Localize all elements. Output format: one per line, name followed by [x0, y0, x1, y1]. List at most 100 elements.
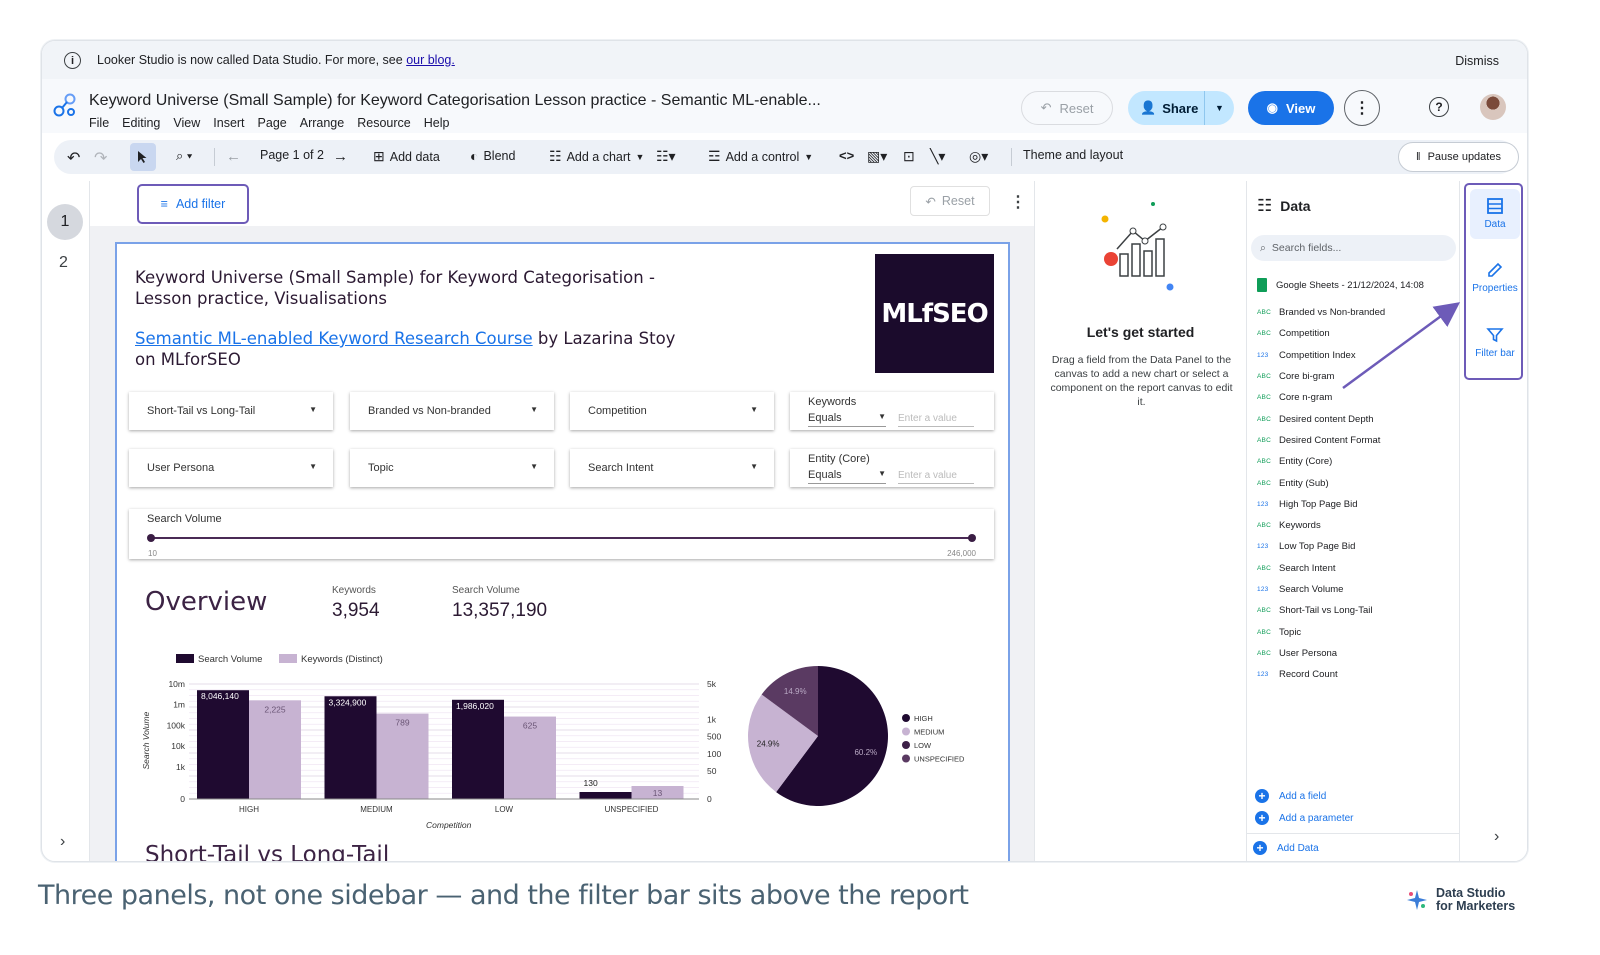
- value-input[interactable]: Enter a value: [898, 413, 974, 427]
- field-item[interactable]: ABC Short-Tail vs Long-Tail: [1257, 600, 1385, 621]
- field-item[interactable]: 123 Record Count: [1257, 664, 1385, 685]
- blend-button[interactable]: ◐ Blend: [470, 148, 515, 164]
- field-item[interactable]: 123 Competition Index: [1257, 345, 1385, 366]
- pause-updates-button[interactable]: ‖ Pause updates: [1398, 142, 1519, 172]
- rail-properties-tab[interactable]: Properties: [1468, 261, 1522, 294]
- redo-icon[interactable]: ↷: [94, 150, 108, 167]
- field-item[interactable]: ABC Entity (Core): [1257, 451, 1385, 472]
- field-item[interactable]: ABC Core n-gram: [1257, 387, 1385, 408]
- image-icon[interactable]: ▧▾: [867, 148, 888, 164]
- value-input[interactable]: Enter a value: [898, 470, 974, 484]
- next-page-icon[interactable]: →: [333, 148, 348, 165]
- field-item[interactable]: ABC User Persona: [1257, 643, 1385, 664]
- field-item[interactable]: ABC Keywords: [1257, 515, 1385, 536]
- add-chart-button[interactable]: ☷ Add a chart ▼: [549, 148, 644, 165]
- more-options-icon[interactable]: ⋮: [1344, 90, 1380, 126]
- rail-data-tab[interactable]: Data: [1468, 189, 1522, 239]
- add-data-button[interactable]: ⊞ Add data: [373, 148, 440, 165]
- chevron-right-icon[interactable]: ›: [1494, 828, 1500, 845]
- search-volume-slider[interactable]: Search Volume 10 246,000: [129, 509, 994, 559]
- dropdown-control[interactable]: User Persona ▼: [129, 449, 333, 487]
- filter-reset-button[interactable]: ↶ Reset: [910, 186, 990, 216]
- scorecard-value: 3,954: [332, 600, 380, 621]
- competition-pie-chart[interactable]: 60.2% 24.9% 14.9% HIGH MEDIUM LOW UNSPECIFIED: [742, 664, 982, 814]
- field-item[interactable]: 123 High Top Page Bid: [1257, 494, 1385, 515]
- entity-input-control[interactable]: Entity (Core) Equals ▼ Enter a value: [790, 449, 994, 487]
- caret-down-icon: ▼: [878, 412, 886, 421]
- search-fields-input[interactable]: ⌕ Search fields...: [1251, 235, 1456, 261]
- field-item[interactable]: ABC Branded vs Non-branded: [1257, 302, 1385, 323]
- menu-arrange[interactable]: Arrange: [299, 116, 345, 130]
- page-indicator[interactable]: Page 1 of 2: [260, 148, 324, 162]
- add-filter-button[interactable]: ≡ Add filter: [137, 184, 249, 224]
- shape-icon[interactable]: ◎▾: [969, 148, 989, 164]
- more-options-icon[interactable]: ⋮: [1010, 194, 1026, 211]
- field-item[interactable]: ABC Topic: [1257, 621, 1385, 642]
- slider-min-handle[interactable]: [147, 534, 155, 542]
- control-icon: ☲: [708, 148, 721, 164]
- field-item[interactable]: 123 Search Volume: [1257, 579, 1385, 600]
- menu-insert[interactable]: Insert: [213, 116, 245, 130]
- avatar[interactable]: [1480, 94, 1506, 120]
- add-parameter-link[interactable]: + Add a parameter: [1255, 811, 1354, 825]
- zoom-icon[interactable]: ⌕ ▾: [176, 148, 193, 163]
- chevron-right-icon[interactable]: ›: [60, 833, 66, 850]
- dropdown-control[interactable]: Short-Tail vs Long-Tail ▼: [129, 392, 333, 430]
- dropdown-control[interactable]: Branded vs Non-branded ▼: [350, 392, 554, 430]
- menu-help[interactable]: Help: [423, 116, 450, 130]
- embed-code-icon[interactable]: <>: [839, 148, 855, 163]
- dismiss-button[interactable]: Dismiss: [1455, 54, 1499, 68]
- add-control-button[interactable]: ☲ Add a control ▼: [708, 148, 813, 165]
- text-box-icon[interactable]: ⊡: [903, 148, 915, 164]
- field-item[interactable]: 123 Low Top Page Bid: [1257, 536, 1385, 557]
- competition-bar-chart[interactable]: Search Volume Keywords (Distinct) 10m 1m 100…: [129, 649, 729, 834]
- menu-editing[interactable]: Editing: [122, 116, 161, 130]
- keywords-input-control[interactable]: Keywords Equals ▼ Enter a value: [790, 392, 994, 430]
- operator-select[interactable]: Equals ▼: [808, 412, 886, 427]
- menu-resource[interactable]: Resource: [357, 116, 411, 130]
- page-1-tab[interactable]: 1: [47, 204, 83, 240]
- brand-logo: Data Studio for Marketers: [1406, 887, 1515, 913]
- field-item[interactable]: ABC Entity (Sub): [1257, 472, 1385, 493]
- field-list: ABC Branded vs Non-branded ABC Competition 1…: [1257, 302, 1385, 685]
- theme-layout-button[interactable]: Theme and layout: [1023, 148, 1124, 162]
- menu-view[interactable]: View: [173, 116, 201, 130]
- dropdown-control[interactable]: Topic ▼: [350, 449, 554, 487]
- reset-button[interactable]: ↶ Reset: [1021, 91, 1113, 125]
- field-item[interactable]: ABC Desired content Depth: [1257, 408, 1385, 429]
- add-field-link[interactable]: + Add a field: [1255, 789, 1326, 803]
- share-button[interactable]: 👤 Share ▼: [1128, 91, 1234, 125]
- field-item[interactable]: ABC Competition: [1257, 323, 1385, 344]
- line-icon[interactable]: ╲▾: [930, 148, 946, 164]
- add-data-link[interactable]: + Add Data: [1253, 841, 1319, 855]
- view-button[interactable]: ◉ View: [1248, 91, 1334, 125]
- field-item[interactable]: ABC Core bi-gram: [1257, 366, 1385, 387]
- operator-select[interactable]: Equals ▼: [808, 469, 886, 484]
- share-dropdown-icon[interactable]: ▼: [1204, 91, 1234, 125]
- slide-caption: Three panels, not one sidebar — and the …: [38, 880, 969, 911]
- course-link[interactable]: Semantic ML-enabled Keyword Research Cou…: [135, 329, 533, 348]
- help-icon[interactable]: ?: [1429, 97, 1449, 117]
- rail-filter-bar-tab[interactable]: Filter bar: [1468, 326, 1522, 359]
- bar-keywords: [631, 786, 684, 799]
- report-page[interactable]: Keyword Universe (Small Sample) for Keyw…: [115, 242, 1010, 861]
- blog-link[interactable]: our blog.: [406, 53, 455, 67]
- field-name: Record Count: [1279, 669, 1338, 681]
- slider-track[interactable]: [151, 537, 972, 539]
- field-item[interactable]: ABC Search Intent: [1257, 558, 1385, 579]
- report-title[interactable]: Keyword Universe (Small Sample) for Keyw…: [89, 92, 821, 109]
- field-item[interactable]: ABC Desired Content Format: [1257, 430, 1385, 451]
- menu-page[interactable]: Page: [257, 116, 287, 130]
- menu-file[interactable]: File: [89, 116, 110, 130]
- slider-max-handle[interactable]: [968, 534, 976, 542]
- undo-icon[interactable]: ↶: [67, 150, 81, 167]
- dropdown-control[interactable]: Search Intent ▼: [570, 449, 774, 487]
- page-2-tab[interactable]: 2: [59, 254, 68, 271]
- prev-page-icon[interactable]: ←: [226, 148, 241, 165]
- dropdown-control[interactable]: Competition ▼: [570, 392, 774, 430]
- community-viz-icon[interactable]: ☷▾: [656, 148, 676, 164]
- field-name: Short-Tail vs Long-Tail: [1279, 605, 1373, 617]
- select-tool-icon[interactable]: [130, 143, 156, 171]
- pause-label: Pause updates: [1427, 151, 1501, 163]
- data-source[interactable]: Google Sheets - 21/12/2024, 14:08: [1257, 278, 1424, 292]
